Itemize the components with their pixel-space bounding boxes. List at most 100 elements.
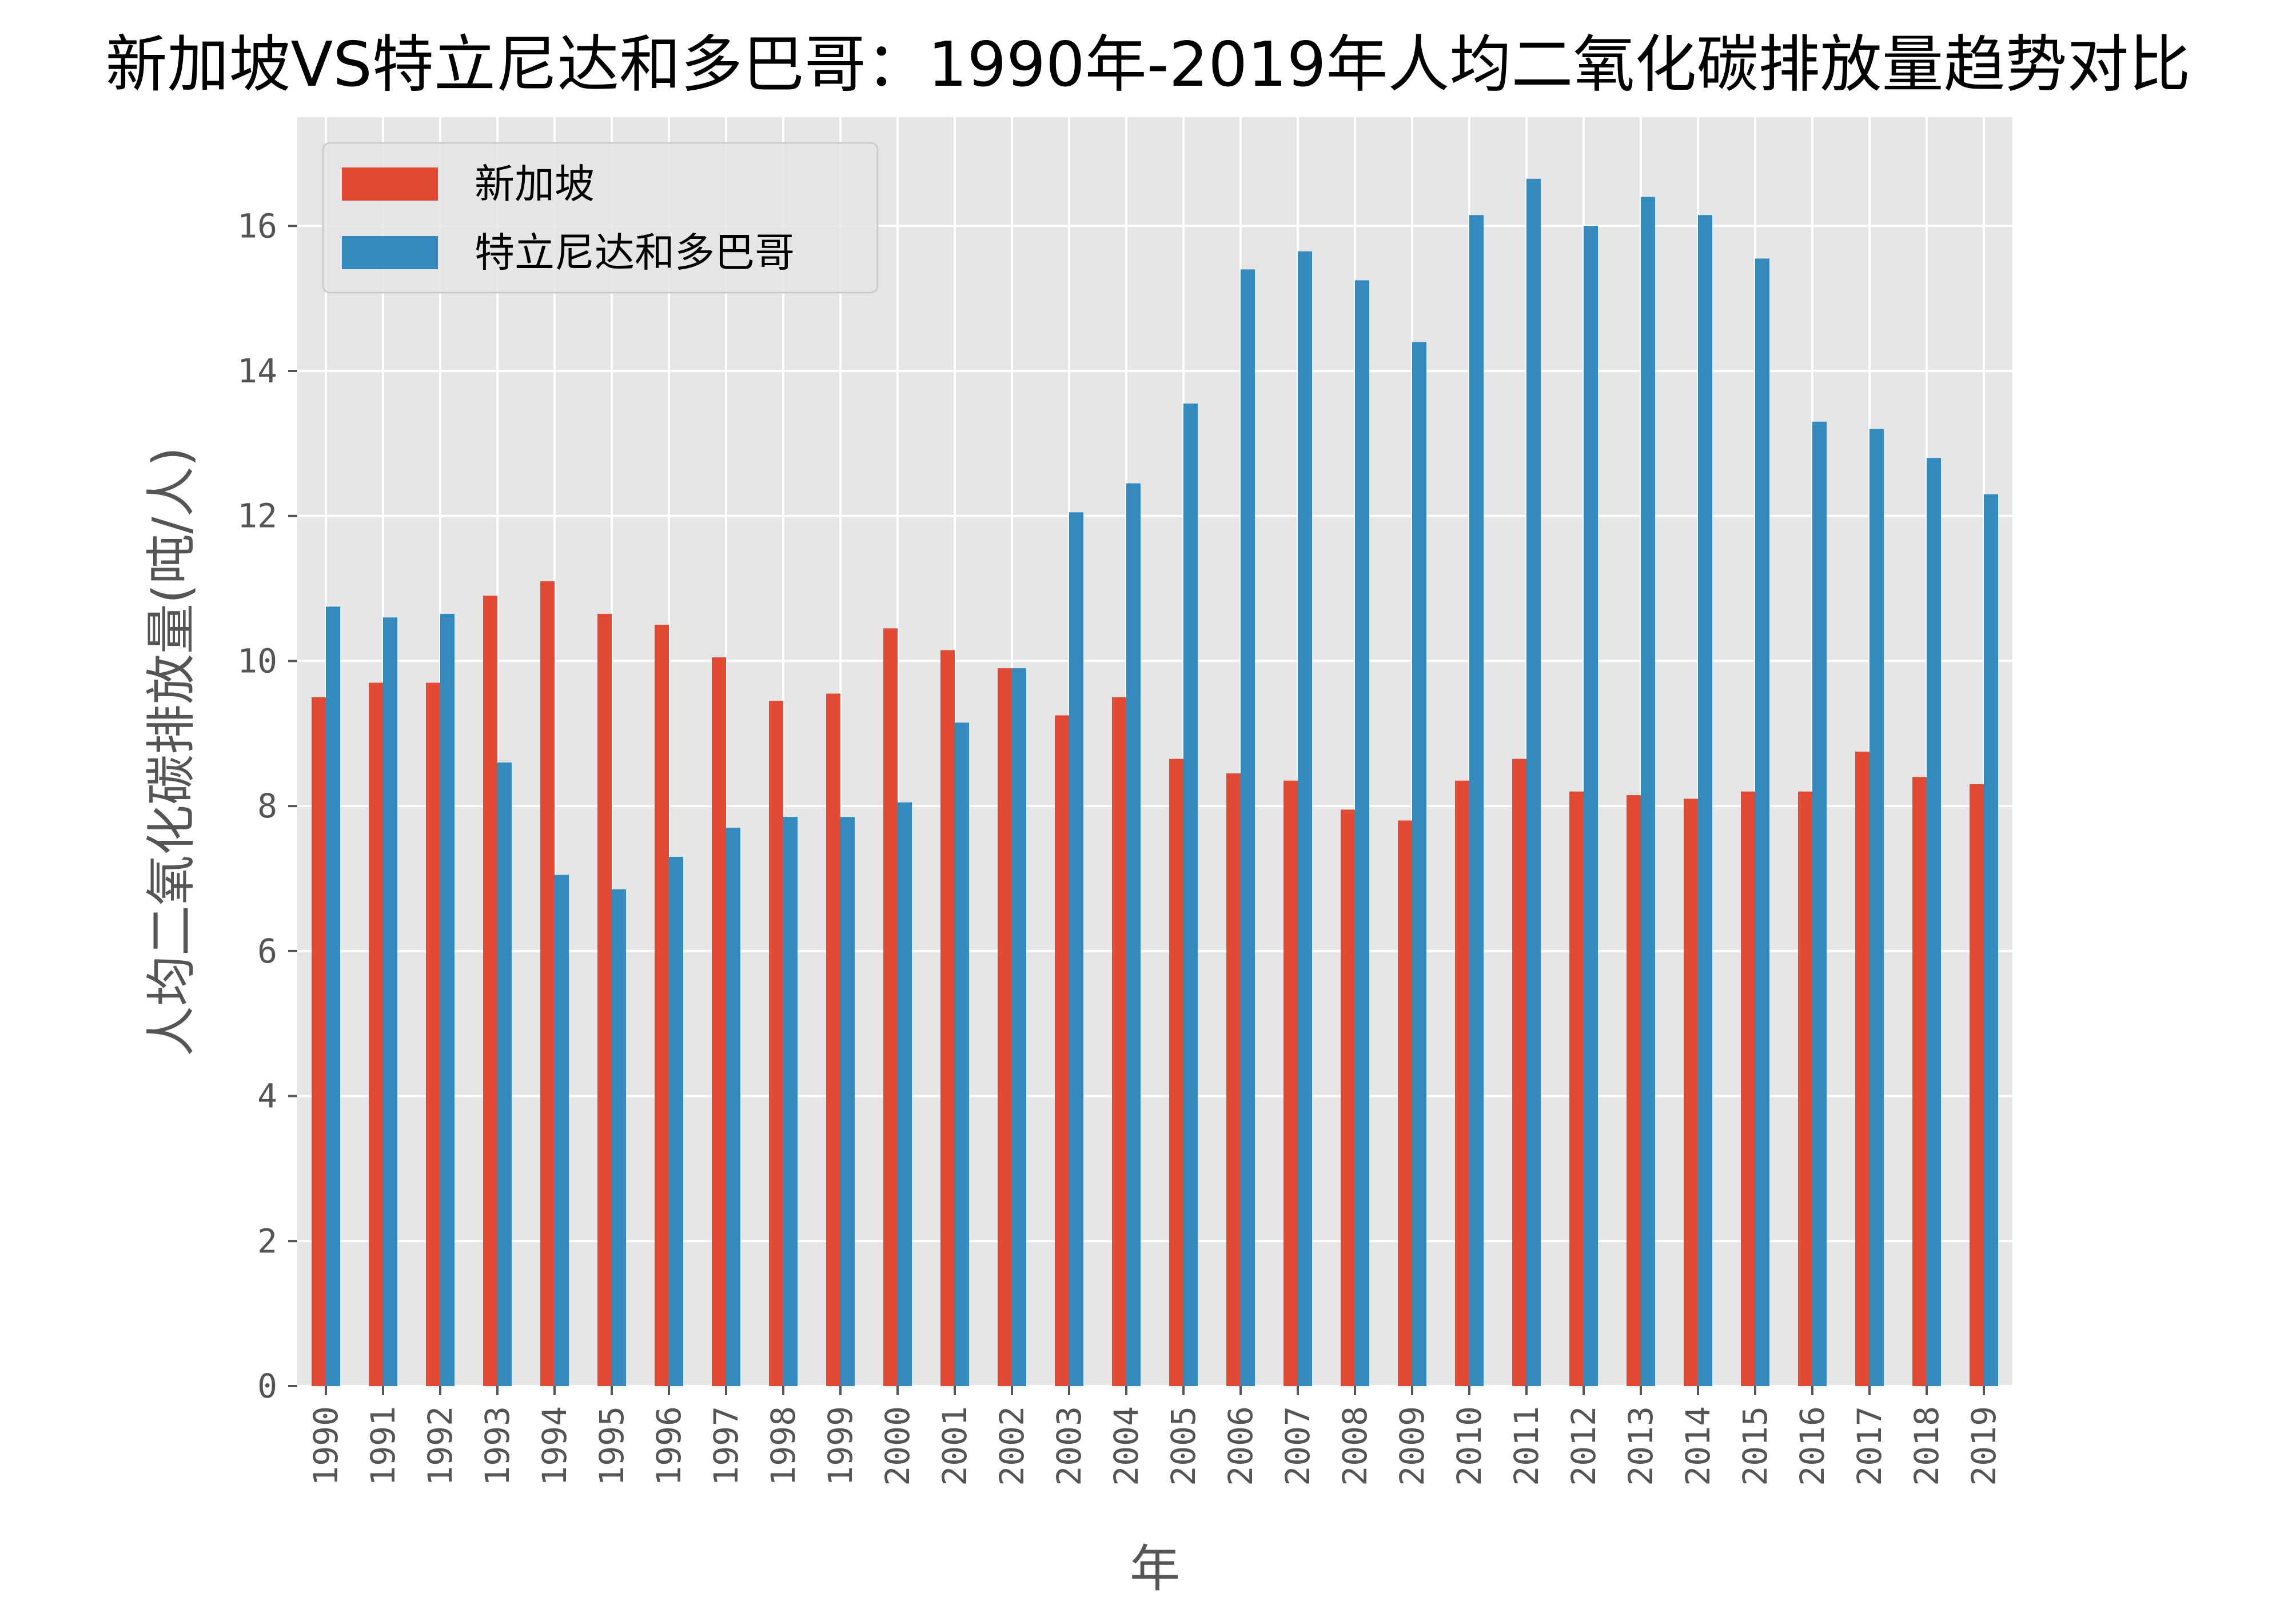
- x-tick-label: 1999: [821, 1406, 860, 1486]
- y-axis-label: 人均二氧化碳排放量(吨/人): [142, 447, 201, 1056]
- bar-series-2: [1241, 269, 1255, 1386]
- bar-series-1: [1741, 791, 1755, 1386]
- bar-series-2: [1069, 512, 1083, 1387]
- x-tick-label: 1995: [592, 1406, 631, 1486]
- y-tick-label: 16: [237, 206, 277, 245]
- x-tick-label: 2003: [1050, 1406, 1089, 1486]
- bar-series-1: [940, 650, 955, 1386]
- x-tick-label: 2010: [1450, 1406, 1489, 1486]
- bar-series-2: [1355, 280, 1369, 1386]
- bar-series-2: [1412, 342, 1426, 1387]
- bar-series-1: [655, 625, 669, 1386]
- bar-series-1: [1341, 809, 1355, 1386]
- bar-series-1: [540, 581, 555, 1386]
- chart-title: 新加坡VS特立尼达和多巴哥：1990年-2019年人均二氧化碳排放量趋势对比: [105, 29, 2190, 101]
- x-tick-label: 2002: [992, 1406, 1031, 1486]
- bar-series-1: [1226, 773, 1241, 1386]
- bar-series-2: [1927, 458, 1941, 1387]
- x-tick-label: 2004: [1107, 1406, 1146, 1486]
- x-tick-label: 2006: [1221, 1406, 1260, 1486]
- bar-series-2: [1984, 494, 1998, 1386]
- x-tick-label: 2008: [1336, 1406, 1374, 1486]
- bar-series-1: [1627, 795, 1641, 1386]
- bar-series-1: [1283, 780, 1298, 1386]
- legend-box: [322, 142, 879, 294]
- bar-series-2: [383, 617, 397, 1386]
- bar-series-1: [1512, 758, 1526, 1386]
- bar-series-1: [1455, 780, 1469, 1386]
- bar-series-2: [726, 828, 740, 1386]
- bar-series-1: [1569, 791, 1584, 1386]
- y-tick-label: 14: [237, 352, 277, 390]
- x-tick-label: 2009: [1393, 1406, 1432, 1486]
- x-tick-label: 2007: [1278, 1406, 1317, 1486]
- bar-series-2: [326, 606, 340, 1386]
- x-tick-label: 2016: [1793, 1406, 1832, 1486]
- bar-series-2: [1126, 483, 1141, 1386]
- y-tick-label: 4: [257, 1077, 277, 1116]
- x-tick-label: 1994: [535, 1406, 574, 1486]
- bars: [312, 178, 1998, 1387]
- bar-series-1: [998, 668, 1012, 1386]
- bar-series-1: [1855, 752, 1870, 1386]
- bar-series-1: [1798, 791, 1812, 1386]
- y-tick-label: 0: [257, 1367, 277, 1406]
- bar-series-2: [1183, 404, 1198, 1386]
- y-tick-label: 2: [257, 1221, 277, 1260]
- legend-label-series-1: 新加坡: [475, 161, 595, 207]
- y-tick-label: 12: [237, 497, 277, 536]
- bar-series-1: [1970, 784, 1984, 1386]
- x-tick-label: 2000: [878, 1406, 917, 1486]
- bar-series-2: [955, 722, 969, 1386]
- plot-area: [297, 117, 2012, 1386]
- x-tick-label: 1997: [707, 1406, 746, 1486]
- bar-series-1: [1684, 798, 1698, 1386]
- legend: 新加坡 特立尼达和多巴哥: [322, 142, 879, 294]
- bar-series-1: [1398, 820, 1412, 1386]
- bar-series-1: [1112, 697, 1126, 1386]
- bar-series-1: [369, 682, 383, 1386]
- bar-series-1: [597, 613, 612, 1386]
- x-tick-label: 2014: [1679, 1406, 1717, 1486]
- bar-series-1: [1912, 777, 1927, 1386]
- x-tick-label: 2015: [1736, 1406, 1775, 1486]
- legend-swatch-series-2: [342, 236, 438, 269]
- bar-series-1: [769, 701, 783, 1386]
- x-tick-label: 1992: [421, 1406, 460, 1486]
- bar-series-2: [1298, 251, 1312, 1387]
- bar-series-2: [1012, 668, 1026, 1386]
- x-tick-label: 2019: [1964, 1406, 2003, 1486]
- x-tick-label: 2005: [1164, 1406, 1203, 1486]
- x-tick-label: 2017: [1850, 1406, 1889, 1486]
- bar-series-2: [898, 802, 912, 1386]
- bar-series-2: [840, 817, 855, 1386]
- bar-series-1: [1055, 715, 1069, 1386]
- bar-series-2: [1526, 178, 1541, 1386]
- bar-series-2: [1469, 215, 1484, 1387]
- bar-series-2: [1870, 429, 1884, 1386]
- bar-series-2: [1698, 215, 1712, 1387]
- bar-series-2: [783, 817, 798, 1386]
- x-tick-label: 2012: [1564, 1406, 1603, 1486]
- bar-series-2: [612, 889, 626, 1386]
- y-tick-label: 6: [257, 932, 277, 971]
- x-tick-label: 1990: [306, 1406, 345, 1486]
- x-tick-label: 2001: [935, 1406, 974, 1486]
- bar-series-1: [1169, 758, 1183, 1386]
- bar-series-2: [497, 762, 512, 1386]
- x-tick-label: 1993: [478, 1406, 517, 1486]
- bar-series-2: [669, 856, 683, 1386]
- bar-series-1: [426, 682, 440, 1386]
- bar-series-2: [1641, 197, 1655, 1386]
- legend-swatch-series-1: [342, 167, 438, 201]
- bar-series-1: [312, 697, 326, 1386]
- x-tick-label: 1996: [649, 1406, 688, 1486]
- bar-series-2: [1755, 258, 1769, 1386]
- y-tick-label: 8: [257, 786, 277, 825]
- legend-label-series-2: 特立尼达和多巴哥: [475, 229, 795, 276]
- x-tick-label: 2011: [1507, 1406, 1546, 1486]
- bar-series-2: [1812, 421, 1827, 1386]
- x-tick-label: 2018: [1907, 1406, 1946, 1486]
- x-tick-label: 1991: [364, 1406, 402, 1486]
